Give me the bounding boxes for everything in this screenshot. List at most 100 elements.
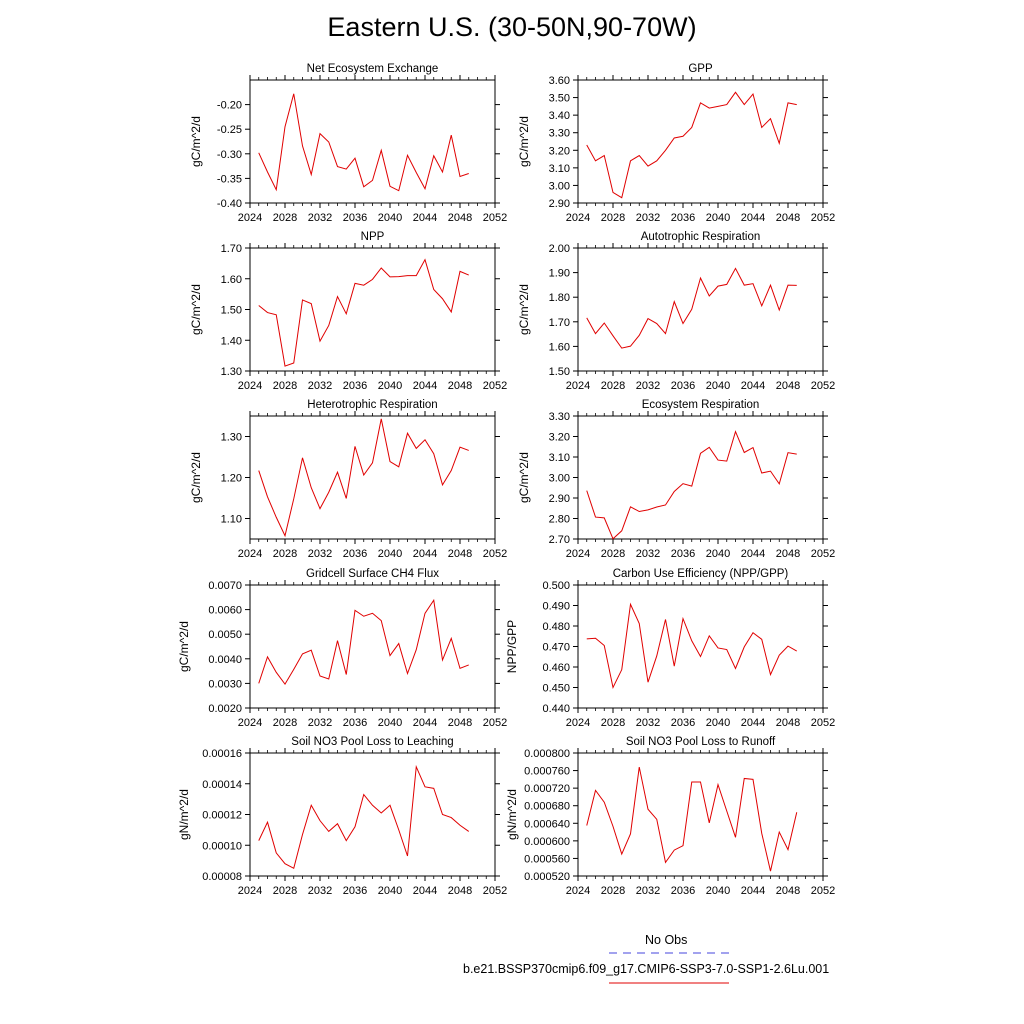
x-tick-label: 2044 <box>741 380 765 392</box>
y-tick-label: -0.40 <box>217 198 242 210</box>
y-tick-label: -0.35 <box>217 173 242 185</box>
x-tick-label: 2048 <box>776 380 800 392</box>
x-tick-label: 2040 <box>706 212 730 224</box>
x-tick-label: 2028 <box>273 717 297 729</box>
plot-frame <box>249 247 496 372</box>
panel-title: Soil NO3 Pool Loss to Runoff <box>626 736 776 748</box>
y-tick-label: 1.60 <box>549 341 570 353</box>
x-tick-label: 2036 <box>343 380 367 392</box>
series-line <box>586 602 797 690</box>
panel-title: Ecosystem Respiration <box>642 399 760 411</box>
y-axis-label: gC/m^2/d <box>189 284 203 335</box>
x-tick-label: 2048 <box>448 212 472 224</box>
y-axis-label: gC/m^2/d <box>177 621 191 672</box>
y-tick-label: 0.00008 <box>202 871 242 883</box>
y-tick-label: 1.10 <box>221 514 242 526</box>
y-tick-label: 3.10 <box>549 452 570 464</box>
y-tick-label: 0.450 <box>542 683 570 695</box>
y-tick-label: 2.90 <box>549 493 570 505</box>
y-tick-label: 1.60 <box>221 274 242 286</box>
x-tick-label: 2044 <box>413 212 437 224</box>
x-tick-label: 2024 <box>566 717 590 729</box>
panel-2: 2024 2028 2032 2036 2040 2044 2048 2052 2.90 3.00… <box>517 63 835 224</box>
panel-10: 2024 2028 2032 2036 2040 2044 2048 2052 0.000520… <box>505 736 835 897</box>
y-tick-label: 0.490 <box>542 601 570 613</box>
y-tick-label: 3.00 <box>549 473 570 485</box>
y-tick-label: 0.000520 <box>524 871 570 883</box>
x-tick-label: 2032 <box>636 380 660 392</box>
y-axis-label: gC/m^2/d <box>189 116 203 167</box>
x-tick-label: 2044 <box>413 548 437 560</box>
x-tick-label: 2036 <box>671 548 695 560</box>
x-tick-label: 2044 <box>413 717 437 729</box>
x-tick-label: 2032 <box>308 212 332 224</box>
panel-9: 2024 2028 2032 2036 2040 2044 2048 2052 0.00008 0… <box>177 736 507 897</box>
x-tick-label: 2040 <box>378 212 402 224</box>
y-tick-label: 2.80 <box>549 514 570 526</box>
y-tick-label: 0.000800 <box>524 748 570 760</box>
y-tick-label: 2.90 <box>549 198 570 210</box>
y-tick-label: -0.30 <box>217 149 242 161</box>
y-axis-label: gC/m^2/d <box>517 284 531 335</box>
x-tick-label: 2024 <box>238 548 262 560</box>
x-tick-label: 2032 <box>636 717 660 729</box>
y-tick-label: 1.30 <box>221 366 242 378</box>
x-tick-label: 2048 <box>776 212 800 224</box>
series-line <box>258 258 469 367</box>
panel-5: 2024 2028 2032 2036 2040 2044 2048 2052 1.10 1.20… <box>189 399 507 560</box>
x-tick-label: 2028 <box>273 885 297 897</box>
panel-8: 2024 2028 2032 2036 2040 2044 2048 2052 0.440 0.4… <box>505 568 835 729</box>
y-tick-label: 3.30 <box>549 411 570 423</box>
series-line <box>258 93 469 192</box>
x-tick-label: 2044 <box>741 885 765 897</box>
x-tick-label: 2044 <box>413 380 437 392</box>
plot-frame <box>249 752 496 877</box>
x-tick-label: 2052 <box>483 717 507 729</box>
series-line <box>586 91 797 199</box>
x-tick-label: 2052 <box>483 885 507 897</box>
x-tick-label: 2032 <box>636 212 660 224</box>
x-tick-label: 2024 <box>238 717 262 729</box>
x-tick-label: 2036 <box>343 885 367 897</box>
x-tick-label: 2044 <box>741 212 765 224</box>
x-tick-label: 2040 <box>378 380 402 392</box>
x-tick-label: 2036 <box>671 885 695 897</box>
y-tick-label: 3.30 <box>549 128 570 140</box>
y-tick-label: 0.0040 <box>208 654 242 666</box>
x-tick-label: 2024 <box>238 212 262 224</box>
y-tick-label: 3.00 <box>549 180 570 192</box>
y-axis-label: gN/m^2/d <box>505 789 519 840</box>
y-tick-label: 0.00016 <box>202 748 242 760</box>
x-tick-label: 2048 <box>448 548 472 560</box>
x-tick-label: 2024 <box>566 212 590 224</box>
plot-frame <box>577 584 824 709</box>
x-tick-label: 2028 <box>273 212 297 224</box>
series-line <box>258 598 469 686</box>
x-tick-label: 2040 <box>706 548 730 560</box>
plot-frame <box>249 415 496 540</box>
series-line <box>586 766 798 872</box>
plot-frame <box>249 79 496 204</box>
x-tick-label: 2032 <box>308 717 332 729</box>
y-tick-label: -0.20 <box>217 100 242 112</box>
x-tick-label: 2024 <box>238 380 262 392</box>
y-tick-label: 1.90 <box>549 268 570 280</box>
y-tick-label: 0.000760 <box>524 766 570 778</box>
x-tick-label: 2040 <box>378 548 402 560</box>
panel-title: Autotrophic Respiration <box>641 231 761 243</box>
y-tick-label: 3.60 <box>549 75 570 87</box>
x-tick-label: 2036 <box>671 380 695 392</box>
y-tick-label: 0.000600 <box>524 836 570 848</box>
plot-frame <box>577 79 824 204</box>
y-tick-label: 0.000640 <box>524 818 570 830</box>
series-line <box>586 430 797 540</box>
x-tick-label: 2040 <box>706 717 730 729</box>
panel-title: Net Ecosystem Exchange <box>307 63 439 75</box>
y-tick-label: 1.70 <box>549 317 570 329</box>
x-tick-label: 2024 <box>238 885 262 897</box>
plot-frame <box>577 247 824 372</box>
panel-title: NPP <box>361 231 385 243</box>
x-tick-label: 2052 <box>811 717 835 729</box>
